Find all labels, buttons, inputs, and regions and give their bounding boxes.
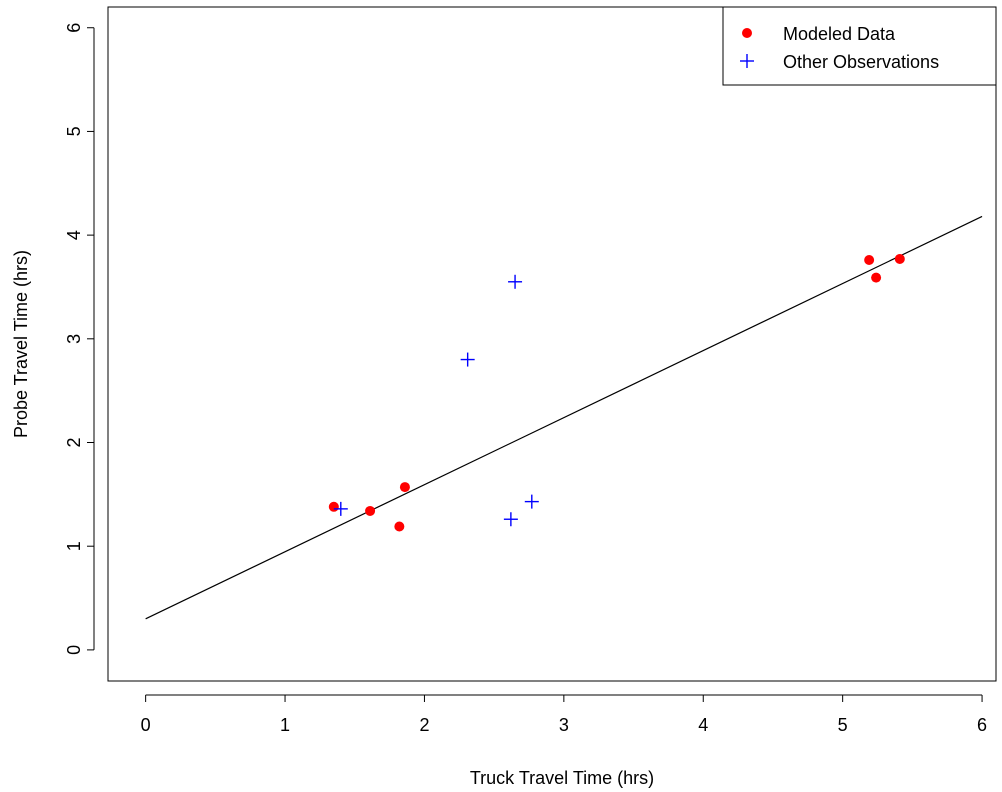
data-points-layer <box>328 253 905 532</box>
x-tick-label: 3 <box>559 715 569 735</box>
y-tick-label: 0 <box>64 645 84 655</box>
y-tick-label: 4 <box>64 230 84 240</box>
data-point-modeled <box>894 253 905 264</box>
x-tick-label: 6 <box>977 715 987 735</box>
y-tick-label: 5 <box>64 126 84 136</box>
data-point-modeled <box>399 482 410 493</box>
data-point-modeled <box>871 272 882 283</box>
regression-line <box>145 215 983 620</box>
plot-area-frame <box>107 6 997 682</box>
y-tick-label: 1 <box>64 541 84 551</box>
x-tick-label: 2 <box>419 715 429 735</box>
data-point-observation <box>333 501 348 516</box>
data-point-observation <box>524 494 539 509</box>
data-point-modeled <box>365 505 376 516</box>
legend-marker-modeled-data <box>742 28 752 38</box>
data-point-modeled <box>328 501 339 512</box>
x-tick-label: 0 <box>141 715 151 735</box>
legend-label-other-observations: Other Observations <box>783 52 939 72</box>
y-tick-label: 6 <box>64 23 84 33</box>
data-point-observation <box>503 512 518 527</box>
x-tick-label: 5 <box>838 715 848 735</box>
y-tick-label: 3 <box>64 334 84 344</box>
x-tick-label: 1 <box>280 715 290 735</box>
legend: Modeled Data Other Observations <box>722 6 997 86</box>
x-axis-title: Truck Travel Time (hrs) <box>470 768 654 788</box>
y-tick-label: 2 <box>64 437 84 447</box>
data-point-observation <box>460 352 475 367</box>
y-axis-title: Probe Travel Time (hrs) <box>11 250 31 438</box>
data-point-modeled <box>394 521 405 532</box>
legend-marker-other-observations <box>740 54 754 68</box>
legend-label-modeled-data: Modeled Data <box>783 24 896 44</box>
data-point-observation <box>508 274 523 289</box>
x-tick-label: 4 <box>698 715 708 735</box>
data-point-modeled <box>864 255 875 266</box>
x-axis: 0 1 2 3 4 5 6 <box>141 694 987 735</box>
legend-box <box>722 6 997 86</box>
y-axis: 0 1 2 3 4 5 6 <box>64 23 95 655</box>
regression-line-layer <box>145 215 983 620</box>
